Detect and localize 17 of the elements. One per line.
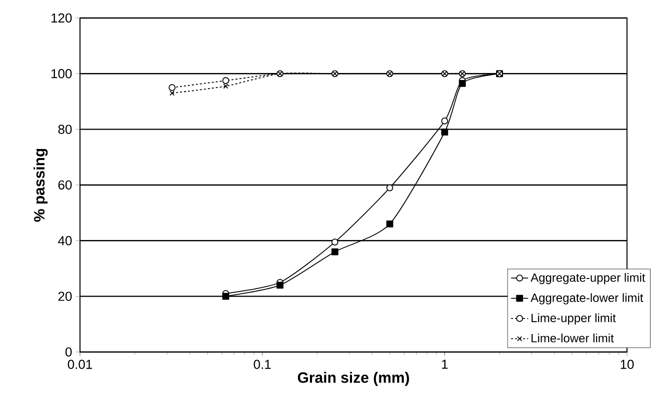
y-tick-label: 80	[58, 124, 72, 134]
y-tick-label: 120	[52, 13, 72, 23]
x-tick-label: 1	[442, 360, 448, 369]
legend-label: Aggregate-upper limit	[530, 273, 646, 284]
y-tick-label: 40	[58, 236, 72, 246]
legend-label: Lime-upper limit	[532, 313, 616, 325]
x-tick-label: 0.1	[254, 360, 271, 369]
y-tick-label: 20	[58, 292, 72, 301]
x-tick-label: 10	[620, 360, 634, 369]
y-tick-label: 0	[65, 347, 72, 357]
y-axis-title: % passing	[34, 148, 48, 222]
y-tick-label: 100	[52, 69, 72, 78]
legend-label: Aggregate-lower limit	[530, 293, 644, 304]
legend-label: Lime-lower limit	[532, 334, 614, 342]
y-tick-label: 60	[58, 180, 72, 190]
x-axis-title: Grain size (mm)	[298, 372, 409, 386]
x-tick-label: 0.01	[68, 360, 92, 369]
